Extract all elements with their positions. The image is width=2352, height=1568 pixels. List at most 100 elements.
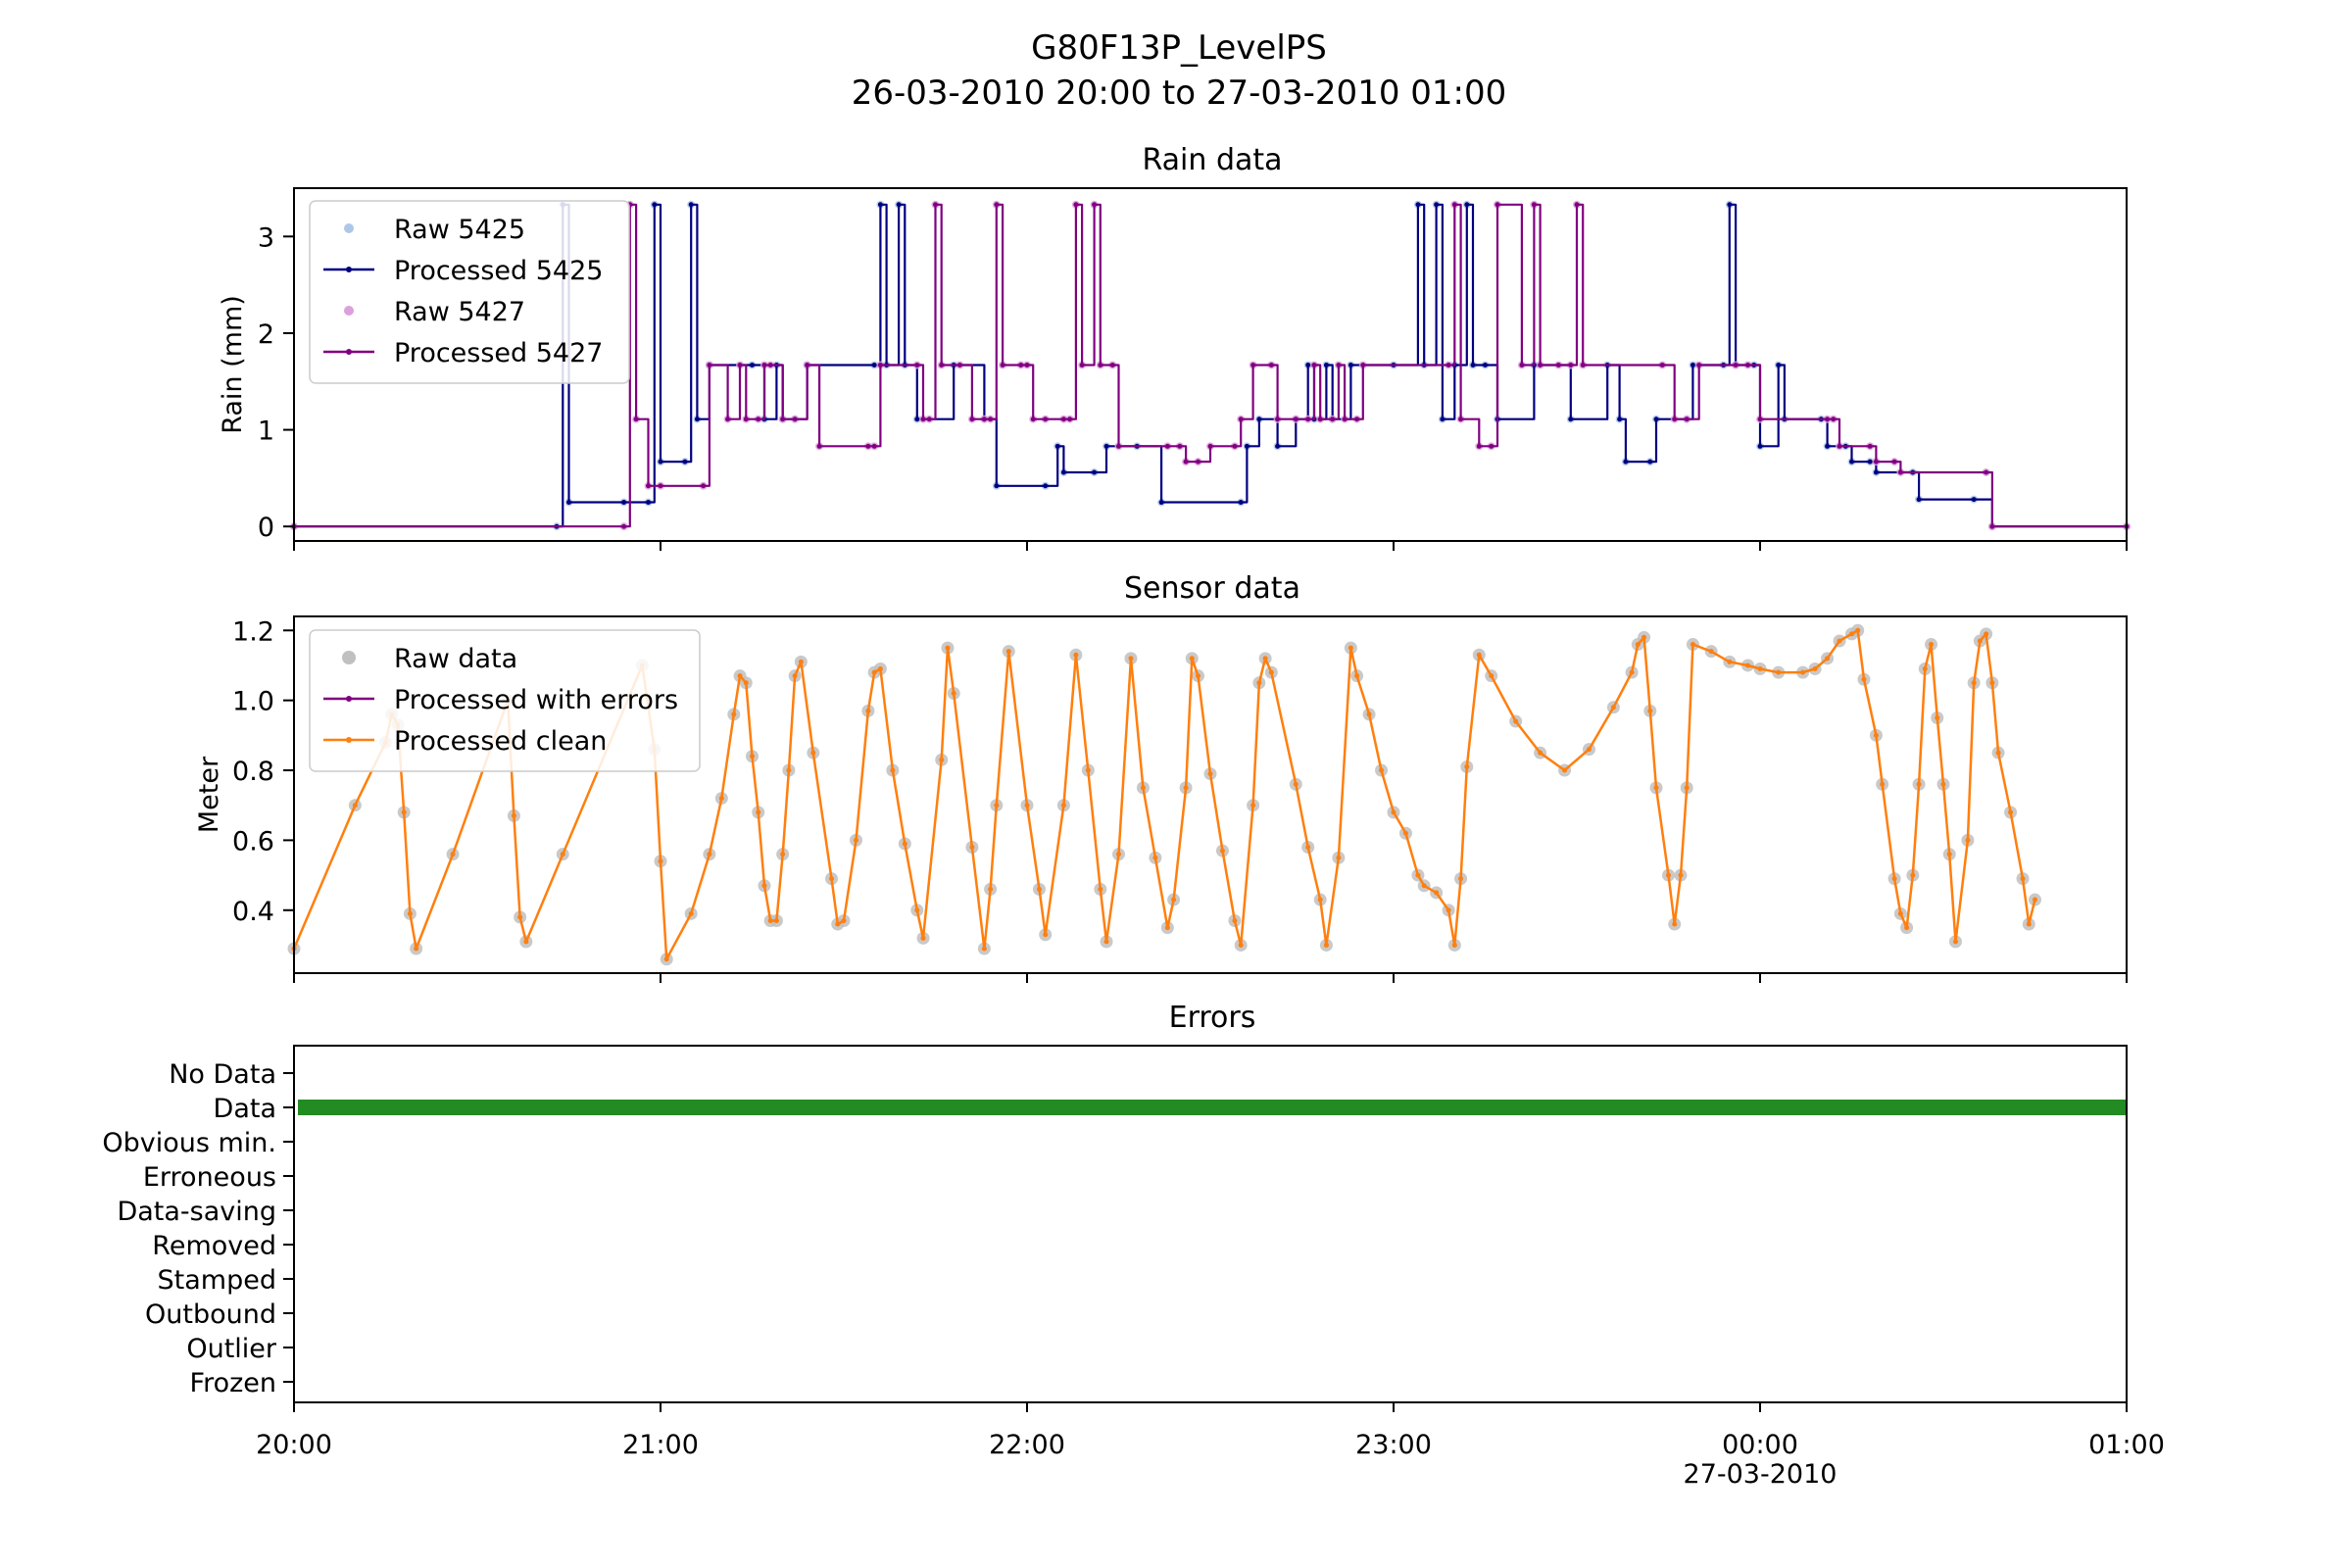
processed-5425-point (1916, 497, 1922, 503)
processed-clean-point (1995, 750, 2001, 756)
errors-data-band (298, 1100, 2127, 1115)
processed-clean-point (1940, 781, 1946, 787)
processed-clean-point (414, 946, 419, 952)
processed-5427-point (1831, 416, 1837, 422)
processed-5425-point (1305, 362, 1311, 368)
processed-5427-point (1098, 362, 1103, 368)
processed-5425-point (1849, 459, 1854, 465)
processed-5425-point (1971, 497, 1977, 503)
processed-clean-point (780, 852, 786, 858)
processed-clean-point (829, 876, 835, 882)
processed-5427-point (969, 416, 975, 422)
errors-category-label: Data (214, 1094, 276, 1124)
processed-5427-point (1867, 443, 1873, 449)
processed-clean-point (1891, 876, 1897, 882)
processed-clean-point (663, 956, 669, 962)
processed-clean-point (1024, 803, 1030, 808)
processed-clean-point (2026, 921, 2032, 927)
processed-5425-point (1348, 362, 1353, 368)
processed-clean-point (1708, 649, 1714, 655)
processed-clean-point (767, 917, 773, 923)
processed-5427-point (1317, 416, 1323, 422)
processed-5427-point (1177, 443, 1183, 449)
processed-clean-point (1140, 785, 1146, 791)
processed-5427-point (1311, 362, 1317, 368)
processed-5427-point (792, 416, 798, 422)
processed-5427-point (956, 362, 962, 368)
processed-clean-point (737, 673, 743, 679)
processed-clean-point (1929, 642, 1935, 648)
processed-clean-point (1610, 705, 1616, 710)
processed-clean-point (1513, 718, 1519, 724)
processed-clean-point (890, 767, 896, 773)
processed-clean-point (731, 711, 737, 717)
rain-legend-swatch-dot (346, 349, 352, 355)
processed-clean-point (1458, 876, 1464, 882)
processed-5427-point (939, 362, 945, 368)
processed-5425-point (1238, 500, 1244, 506)
errors-category-label: Erroneous (143, 1162, 276, 1193)
errors-panel: Errors No Data Data Obvious min. Erroneous D… (102, 1001, 2165, 1490)
processed-clean-point (401, 809, 407, 815)
processed-5427-point (743, 416, 749, 422)
sensor-y-axis: 0.4 0.6 0.8 1.0 1.2 (232, 616, 294, 927)
processed-clean-point (1916, 781, 1922, 787)
processed-5427-point (1696, 362, 1702, 368)
processed-5425-point (1434, 202, 1440, 208)
processed-5427-point (1360, 362, 1366, 368)
processed-clean-point (1451, 942, 1457, 948)
processed-clean-point (1489, 673, 1494, 679)
processed-clean-point (1183, 785, 1189, 791)
processed-5425-point (1727, 202, 1733, 208)
processed-clean-point (1897, 910, 1903, 916)
processed-5427-point (1275, 416, 1281, 422)
errors-axes-frame (293, 1045, 2128, 1403)
processed-5427-point (1745, 362, 1751, 368)
processed-clean-point (920, 935, 926, 941)
processed-clean-point (1293, 781, 1298, 787)
processed-5425-point (621, 500, 627, 506)
sensor-y-axis-label: Meter (194, 756, 224, 833)
processed-clean-point (2008, 809, 2014, 815)
processed-clean-point (761, 883, 767, 889)
sensor-legend: Raw data Processed with errors Processed c… (309, 629, 701, 772)
rain-y-axis: 0 1 2 3 (258, 222, 294, 543)
processed-clean-point (981, 946, 987, 952)
errors-plot-area (298, 1100, 2127, 1115)
processed-clean-point (1060, 803, 1066, 808)
processed-5425-point (1256, 416, 1262, 422)
processed-clean-point (951, 691, 956, 697)
processed-5427-point (805, 362, 810, 368)
processed-5425-point (1568, 416, 1574, 422)
processed-clean-point (1189, 656, 1195, 662)
processed-clean-point (1446, 907, 1451, 913)
processed-clean-point (1910, 872, 1916, 878)
processed-5427-point (1489, 443, 1494, 449)
processed-5427-point (1092, 202, 1098, 208)
processed-5425-point (1825, 443, 1831, 449)
processed-clean-point (994, 803, 1000, 808)
processed-5425-point (1617, 416, 1623, 422)
processed-clean-point (1861, 676, 1867, 682)
processed-5427-point (1555, 362, 1561, 368)
processed-clean-point (1005, 649, 1011, 655)
processed-5427-point (725, 416, 731, 422)
processed-5427-point (1519, 362, 1525, 368)
processed-5427-point (1043, 416, 1049, 422)
processed-clean-point (871, 669, 877, 675)
rain-x-axis (293, 541, 2128, 551)
processed-5427-point (1684, 416, 1690, 422)
rain-y-tick-label: 2 (258, 319, 274, 350)
processed-clean-point (1855, 627, 1861, 633)
processed-5425-point (1415, 202, 1421, 208)
processed-5427-point (920, 416, 926, 422)
processed-clean-point (1476, 652, 1482, 658)
processed-5427-point (1672, 416, 1678, 422)
processed-5427-point (871, 443, 877, 449)
processed-clean-point (1653, 785, 1659, 791)
x-tick-date-label: 27-03-2010 (1684, 1459, 1838, 1490)
processed-clean-point (352, 803, 358, 808)
processed-5425-point (694, 416, 700, 422)
processed-clean-point (853, 837, 858, 843)
